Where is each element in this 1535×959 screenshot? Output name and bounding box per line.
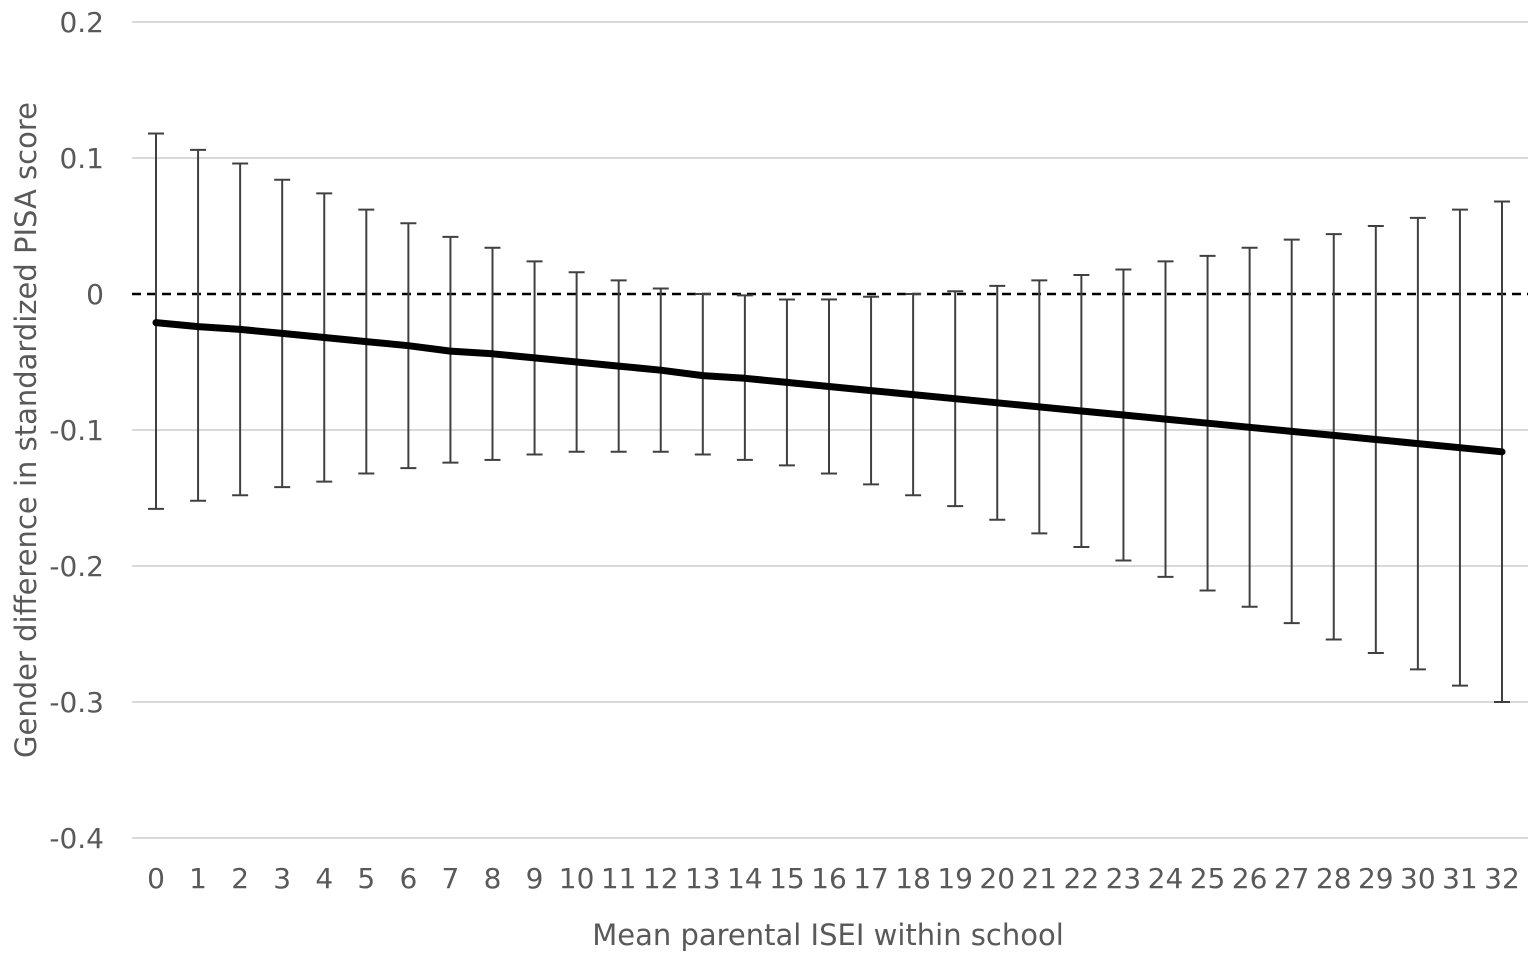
x-tick-label: 15 (769, 862, 805, 895)
x-tick-label: 11 (601, 862, 637, 895)
x-tick-label: 26 (1232, 862, 1268, 895)
x-tick-label: 10 (559, 862, 595, 895)
y-tick-label: 0 (86, 278, 104, 311)
x-tick-label: 29 (1358, 862, 1394, 895)
x-tick-label: 16 (811, 862, 847, 895)
x-tick-label: 28 (1316, 862, 1352, 895)
x-tick-label: 30 (1400, 862, 1436, 895)
x-tick-label: 22 (1064, 862, 1100, 895)
y-tick-label: -0.4 (49, 822, 104, 855)
y-tick-label: -0.2 (49, 550, 104, 583)
error-bars (148, 132, 1510, 703)
y-tick-label: -0.1 (49, 414, 104, 447)
x-tick-label: 27 (1274, 862, 1310, 895)
x-tick-label: 9 (526, 862, 544, 895)
x-tick-label: 8 (484, 862, 502, 895)
x-tick-label: 1 (189, 862, 207, 895)
x-tick-label: 0 (147, 862, 165, 895)
x-tick-label: 6 (399, 862, 417, 895)
x-tick-label: 4 (315, 862, 333, 895)
x-axis-title: Mean parental ISEI within school (592, 918, 1064, 952)
x-tick-label: 2 (231, 862, 249, 895)
y-tick-label: 0.1 (59, 142, 104, 175)
x-tick-label: 18 (895, 862, 931, 895)
y-tick-label: -0.3 (49, 686, 104, 719)
y-tick-labels: 0.2 0.1 0 -0.1 -0.2 -0.3 -0.4 (49, 6, 104, 855)
x-tick-label: 24 (1148, 862, 1184, 895)
x-tick-label: 32 (1484, 862, 1520, 895)
x-tick-label: 13 (685, 862, 721, 895)
x-tick-label: 17 (853, 862, 889, 895)
estimate-line (152, 319, 1506, 456)
x-tick-label: 14 (727, 862, 763, 895)
x-tick-label: 20 (979, 862, 1015, 895)
x-tick-label: 3 (273, 862, 291, 895)
x-tick-label: 23 (1106, 862, 1142, 895)
x-tick-label: 31 (1442, 862, 1478, 895)
x-tick-label: 12 (643, 862, 679, 895)
x-tick-label: 5 (357, 862, 375, 895)
x-tick-labels: 0 1 2 3 4 5 6 7 8 9 10 11 12 13 14 15 16 17 18 19 20 21 22 23 24… (147, 862, 1520, 895)
x-tick-label: 21 (1021, 862, 1057, 895)
x-tick-label: 19 (937, 862, 973, 895)
x-tick-label: 7 (442, 862, 460, 895)
x-tick-label: 25 (1190, 862, 1226, 895)
y-axis-title: Gender difference in standardized PISA s… (9, 102, 43, 758)
y-tick-label: 0.2 (59, 6, 104, 39)
